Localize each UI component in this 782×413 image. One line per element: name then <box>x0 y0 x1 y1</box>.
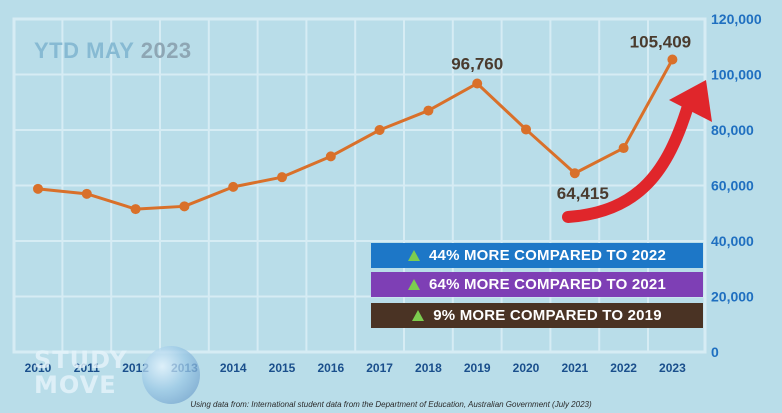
up-triangle-icon <box>407 250 420 261</box>
data-label: 64,415 <box>557 184 609 203</box>
data-point <box>277 172 287 183</box>
globe-icon <box>142 346 200 404</box>
data-point <box>569 168 580 179</box>
x-tick-label: 2010 <box>25 361 52 375</box>
x-tick-label: 2017 <box>366 361 393 375</box>
x-tick-label: 2020 <box>513 361 540 375</box>
x-tick-label: 2021 <box>561 361 588 375</box>
data-point <box>521 124 531 135</box>
data-point <box>472 78 483 89</box>
headline-year: 2023 <box>140 38 192 63</box>
y-tick-label: 0 <box>711 344 719 360</box>
callout-text: 9% MORE COMPARED TO 2019 <box>433 307 662 324</box>
logo-wordmark: STUDY MOVE <box>34 346 128 399</box>
series-line <box>37 58 674 211</box>
y-tick-label: 80,000 <box>711 122 754 138</box>
x-tick-label: 2019 <box>464 361 491 375</box>
data-label: 96,760 <box>451 54 503 73</box>
x-tick-label: 2023 <box>659 361 686 375</box>
red-arrow-head-icon <box>669 80 712 122</box>
data-point <box>667 54 678 65</box>
data-point <box>33 183 43 194</box>
data-point <box>325 151 336 162</box>
data-point <box>179 201 190 212</box>
source-footnote: Using data from: International student d… <box>190 400 592 409</box>
data-point <box>228 181 239 192</box>
data-label: 105,409 <box>630 32 691 51</box>
red-up-arrow-icon <box>562 100 694 223</box>
x-tick-label: 2022 <box>610 361 637 375</box>
data-point <box>423 105 434 116</box>
x-tick-label: 2016 <box>317 361 344 375</box>
up-triangle-icon <box>407 279 420 290</box>
study-move-logo: STUDY MOVE <box>34 346 214 406</box>
x-tick-label: 2015 <box>269 361 296 375</box>
data-point <box>81 188 92 199</box>
callout-2022-comparison: 44% MORE COMPARED TO 2022 <box>371 243 703 268</box>
y-tick-label: 120,000 <box>711 11 762 27</box>
x-tick-label: 2018 <box>415 361 442 375</box>
chart-headline: YTD MAY 2023 <box>34 38 192 64</box>
callout-text: 44% MORE COMPARED TO 2022 <box>428 247 666 264</box>
headline-period: YTD MAY <box>34 38 135 63</box>
callout-text: 64% MORE COMPARED TO 2021 <box>428 276 666 293</box>
x-tick-label: 2014 <box>220 361 247 375</box>
callout-2021-comparison: 64% MORE COMPARED TO 2021 <box>371 272 703 297</box>
y-tick-label: 20,000 <box>711 289 754 305</box>
x-tick-label: 2011 <box>74 361 100 375</box>
y-tick-label: 100,000 <box>711 67 762 83</box>
data-point <box>130 204 141 215</box>
data-point <box>618 143 629 154</box>
up-triangle-icon <box>412 310 425 321</box>
callout-2019-comparison: 9% MORE COMPARED TO 2019 <box>371 303 703 328</box>
y-tick-label: 40,000 <box>711 233 754 249</box>
y-tick-label: 60,000 <box>711 178 754 194</box>
data-point <box>374 125 385 135</box>
